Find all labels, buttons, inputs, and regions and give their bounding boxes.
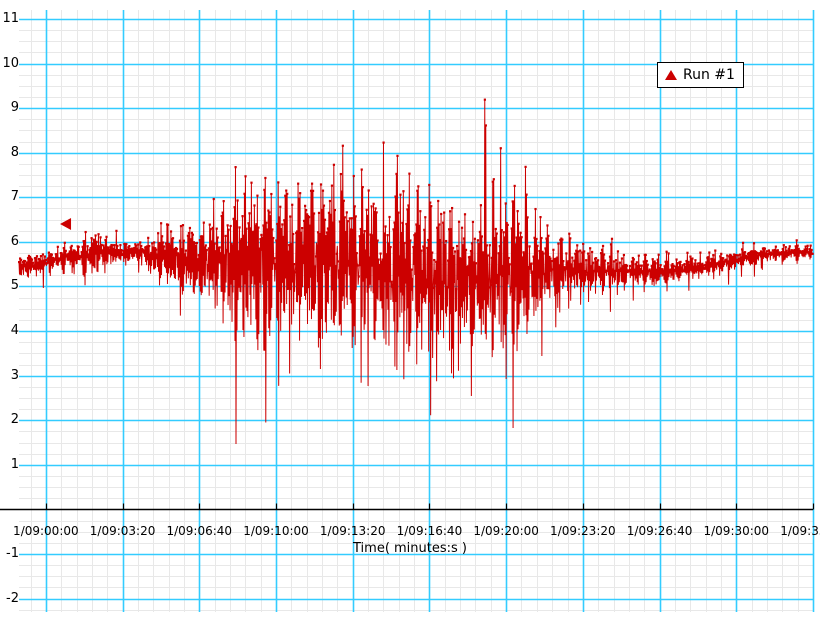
y-axis-tick-label: 5 [10, 278, 19, 294]
y-axis-tick-label: 6 [10, 233, 19, 249]
axis-layer [0, 218, 815, 511]
plot-area [0, 10, 815, 612]
legend-entry-label: Run #1 [683, 67, 735, 83]
y-axis-tick-label: 2 [10, 412, 19, 428]
data-series-layer [18, 98, 814, 444]
x-axis-tick-label: 1/09:00:00 [13, 524, 79, 538]
x-axis-tick-label: 1/09:16:40 [396, 524, 463, 538]
x-axis-tick-label: 1/09:13:20 [319, 524, 386, 538]
x-axis-tick-label: 1/09:03:20 [89, 524, 156, 538]
x-axis-title: Time( minutes:s ) [353, 541, 467, 556]
y-axis-tick-label: -2 [6, 590, 19, 606]
grid-layer [19, 10, 815, 612]
y-axis-tick-label: 1 [10, 456, 19, 472]
x-axis-tick-labels: 1/09:00:00 1/09:03:20 1/09:06:40 1/09:10:00… [0, 524, 820, 542]
y-axis-tick-label: 11 [2, 10, 19, 26]
legend-box[interactable]: Run #1 [657, 62, 744, 88]
y-axis-tick-label: 7 [10, 189, 19, 205]
x-axis-tick-label: 1/09:23:20 [550, 524, 616, 538]
y-axis-tick-labels: 11 10 9 8 7 6 5 4 3 2 1 -1 -2 [0, 0, 19, 625]
x-axis-tick-label: 1/09:30:00 [703, 524, 770, 538]
x-axis-tick-label: 1/09:10:00 [243, 524, 309, 538]
y-axis-tick-label: 4 [10, 323, 19, 339]
y-axis-tick-label: -1 [6, 546, 19, 562]
y-axis-tick-label: 3 [10, 367, 19, 383]
triangle-up-icon [665, 70, 677, 80]
x-axis-tick-label: 1/09:26:40 [626, 524, 693, 538]
x-axis-tick-label: 1/09:33:20 [780, 524, 820, 538]
left-cursor-marker[interactable] [60, 218, 72, 231]
y-axis-tick-label: 8 [10, 144, 19, 160]
y-axis-tick-label: 9 [10, 100, 19, 116]
x-axis-tick-label: 1/09:20:00 [473, 524, 539, 538]
y-axis-tick-label: 10 [2, 55, 19, 71]
x-axis-tick-label: 1/09:06:40 [166, 524, 233, 538]
